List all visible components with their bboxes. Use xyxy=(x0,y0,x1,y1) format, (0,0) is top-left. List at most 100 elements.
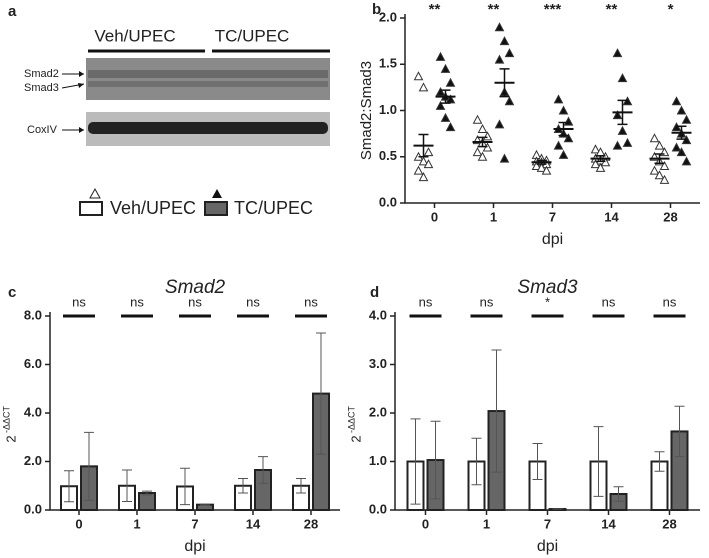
legend-marker xyxy=(89,187,101,199)
legend-marker xyxy=(212,189,222,198)
data-point xyxy=(676,105,687,115)
y-tick-label: 3.0 xyxy=(369,356,387,371)
y-tick-label: 2.0 xyxy=(369,404,387,419)
data-point xyxy=(558,105,569,115)
annotation: ns xyxy=(602,294,616,309)
data-point xyxy=(649,133,660,143)
panel-label: a xyxy=(8,3,17,20)
x-tick-label: 1 xyxy=(483,516,490,531)
blot-band xyxy=(88,122,328,134)
legend-swatch xyxy=(79,201,103,216)
error-bar xyxy=(477,136,488,148)
data-point xyxy=(413,71,424,81)
error-bar xyxy=(430,420,441,500)
x-tick-label: 28 xyxy=(304,516,318,531)
data-point xyxy=(590,144,601,154)
y-tick-label: 2.0 xyxy=(379,9,397,24)
data-point xyxy=(681,156,692,166)
data-point xyxy=(612,48,623,58)
data-point xyxy=(654,140,665,150)
error-bar xyxy=(418,133,429,158)
error-bar xyxy=(676,125,687,140)
data-point xyxy=(681,114,692,124)
annotation: ns xyxy=(419,294,433,309)
data-point xyxy=(494,119,505,129)
annotation: ns xyxy=(72,294,86,309)
data-point xyxy=(558,149,569,159)
x-axis-label: dpi xyxy=(537,538,558,555)
data-point xyxy=(536,162,547,172)
x-tick-label: 0 xyxy=(431,209,438,224)
panel-label: c xyxy=(8,284,16,301)
y-tick-label: 1.0 xyxy=(369,453,387,468)
y-axis-label: 2 xyxy=(348,435,363,442)
data-point xyxy=(499,153,510,163)
annotation: ** xyxy=(606,1,618,18)
band-label: Smad3 xyxy=(24,82,59,94)
data-point xyxy=(531,160,542,170)
error-bar xyxy=(142,490,152,496)
error-bar xyxy=(595,155,606,163)
error-bar xyxy=(122,469,132,503)
x-axis-label: dpi xyxy=(184,538,205,555)
data-point xyxy=(504,96,515,106)
y-tick-label: 2.0 xyxy=(24,453,42,468)
data-point xyxy=(676,147,687,157)
blot-band xyxy=(88,70,328,78)
data-point xyxy=(435,51,446,61)
y-tick-label: 1.5 xyxy=(379,56,397,71)
annotation: ** xyxy=(488,1,500,18)
error-bar xyxy=(613,486,624,502)
data-point xyxy=(472,147,483,157)
y-tick-label: 6.0 xyxy=(24,356,42,371)
band-label: Smad2 xyxy=(24,68,59,80)
data-point xyxy=(671,96,682,106)
data-point xyxy=(563,116,574,126)
chart-title: Smad3 xyxy=(517,277,578,298)
data-point xyxy=(612,110,623,120)
arrow xyxy=(79,127,84,133)
data-point xyxy=(590,159,601,169)
blot-group: Veh/UPEC xyxy=(94,26,175,45)
data-point xyxy=(477,151,488,161)
data-point xyxy=(617,125,628,135)
data-point xyxy=(494,22,505,32)
data-point xyxy=(445,122,456,132)
data-point xyxy=(595,162,606,172)
error-bar xyxy=(593,426,604,497)
x-tick-label: 28 xyxy=(662,516,676,531)
legend-swatch xyxy=(204,201,228,216)
data-point xyxy=(649,165,660,175)
error-bar xyxy=(499,68,510,98)
band-label: CoxIV xyxy=(27,124,58,136)
error-bar xyxy=(180,467,190,506)
data-point xyxy=(659,174,670,184)
error-bar xyxy=(617,99,628,126)
y-tick-label: 0.0 xyxy=(379,194,397,209)
annotation: ns xyxy=(663,294,677,309)
x-tick-label: 14 xyxy=(246,516,261,531)
error-bar xyxy=(64,470,74,503)
error-bar xyxy=(296,477,306,494)
error-bar xyxy=(491,349,502,473)
error-bar xyxy=(536,159,547,165)
x-tick-label: 0 xyxy=(75,516,82,531)
error-bar xyxy=(674,405,685,458)
annotation: ns xyxy=(246,294,260,309)
data-point xyxy=(418,156,429,166)
data-point xyxy=(418,172,429,182)
error-bar xyxy=(410,418,421,505)
x-tick-label: 14 xyxy=(604,209,619,224)
data-point xyxy=(440,63,451,73)
y-tick-label: 0.0 xyxy=(24,501,42,516)
data-point xyxy=(494,54,505,64)
annotation: ns xyxy=(188,294,202,309)
data-point xyxy=(435,100,446,110)
panel-label: b xyxy=(372,1,381,18)
y-tick-label: 4.0 xyxy=(24,404,42,419)
y-axis-label-superscript: -ΔΔCT xyxy=(346,405,356,433)
x-tick-label: 7 xyxy=(549,209,556,224)
error-bar xyxy=(558,121,569,137)
data-point xyxy=(440,112,451,122)
